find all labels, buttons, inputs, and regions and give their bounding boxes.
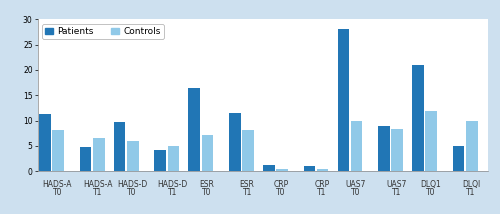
Bar [114, 122, 126, 171]
Text: T0: T0 [351, 188, 360, 198]
Text: T1: T1 [317, 188, 326, 198]
Text: T0: T0 [276, 188, 286, 198]
Bar [154, 150, 166, 171]
Text: T1: T1 [242, 188, 252, 198]
Bar [242, 130, 254, 171]
Text: T1: T1 [392, 188, 401, 198]
Text: UAS7: UAS7 [386, 180, 406, 189]
Text: T0: T0 [202, 188, 211, 198]
Text: DLQI: DLQI [462, 180, 480, 189]
Bar [80, 147, 92, 171]
Legend: Patients, Controls: Patients, Controls [42, 24, 164, 39]
Bar [304, 166, 315, 171]
Text: UAS7: UAS7 [346, 180, 366, 189]
Text: T0: T0 [127, 188, 136, 198]
Bar [93, 138, 104, 171]
Bar [229, 113, 240, 171]
Text: T0: T0 [426, 188, 435, 198]
Text: HADS-A: HADS-A [83, 180, 112, 189]
Text: CRP: CRP [314, 180, 330, 189]
Bar [426, 111, 437, 171]
Bar [466, 120, 477, 171]
Text: T0: T0 [52, 188, 62, 198]
Bar [452, 146, 464, 171]
Bar [412, 65, 424, 171]
Bar [39, 114, 51, 171]
Text: HADS-A: HADS-A [42, 180, 72, 189]
Bar [52, 130, 64, 171]
Bar [202, 135, 213, 171]
Text: ESR: ESR [240, 180, 254, 189]
Text: T1: T1 [466, 188, 475, 198]
Bar [351, 120, 362, 171]
Bar [168, 146, 179, 171]
Bar [127, 141, 138, 171]
Text: T1: T1 [168, 188, 177, 198]
Text: HADS-D: HADS-D [158, 180, 188, 189]
Text: HADS-D: HADS-D [117, 180, 147, 189]
Text: ESR: ESR [199, 180, 214, 189]
Bar [276, 169, 288, 171]
Bar [378, 126, 390, 171]
Bar [317, 169, 328, 171]
Bar [338, 29, 349, 171]
Text: T1: T1 [94, 188, 102, 198]
Bar [263, 165, 274, 171]
Bar [392, 129, 403, 171]
Bar [188, 88, 200, 171]
Text: CRP: CRP [274, 180, 289, 189]
Text: DLQ1: DLQ1 [420, 180, 440, 189]
